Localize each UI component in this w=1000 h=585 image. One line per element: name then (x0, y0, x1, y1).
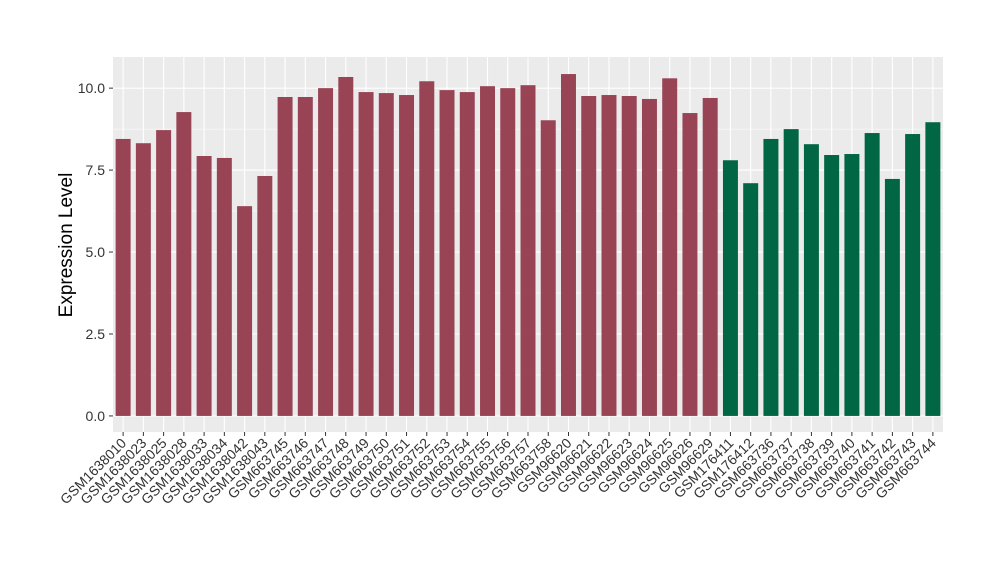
bar (621, 96, 637, 416)
y-tick-label: 2.5 (86, 326, 106, 342)
bar (560, 74, 576, 416)
bar (257, 175, 273, 416)
bar (844, 154, 860, 416)
bar (722, 160, 738, 416)
bar (176, 112, 192, 416)
bar (216, 157, 232, 416)
bar (662, 78, 678, 416)
bar (459, 92, 475, 416)
bar (338, 76, 354, 416)
bar (196, 155, 212, 416)
bar (763, 138, 779, 416)
bar (540, 120, 556, 416)
bar (743, 183, 759, 416)
bar (500, 88, 516, 416)
bar (905, 134, 921, 416)
bar (581, 96, 597, 416)
bar (803, 144, 819, 416)
bar (237, 206, 253, 416)
bar (824, 155, 840, 416)
y-tick-label: 10.0 (78, 80, 105, 96)
y-axis-label: Expression Level (56, 173, 77, 318)
bar (135, 143, 151, 416)
bar (702, 97, 718, 416)
bar (520, 85, 536, 416)
bar (318, 88, 334, 416)
bar (358, 92, 374, 416)
bar (601, 95, 617, 416)
y-tick-label: 5.0 (86, 244, 106, 260)
bar (277, 96, 293, 416)
bar (378, 93, 394, 416)
bar (156, 130, 172, 416)
bar (864, 133, 880, 416)
bar (297, 96, 313, 416)
bar (115, 138, 131, 416)
bar (439, 90, 455, 416)
bar (419, 81, 435, 416)
bar (399, 95, 415, 416)
y-tick-label: 0.0 (86, 408, 106, 424)
bar (682, 113, 698, 416)
bar (783, 129, 799, 416)
bar (480, 86, 496, 416)
bar (925, 122, 941, 416)
bar (884, 178, 900, 416)
y-tick-label: 7.5 (86, 162, 106, 178)
bar (641, 98, 657, 416)
